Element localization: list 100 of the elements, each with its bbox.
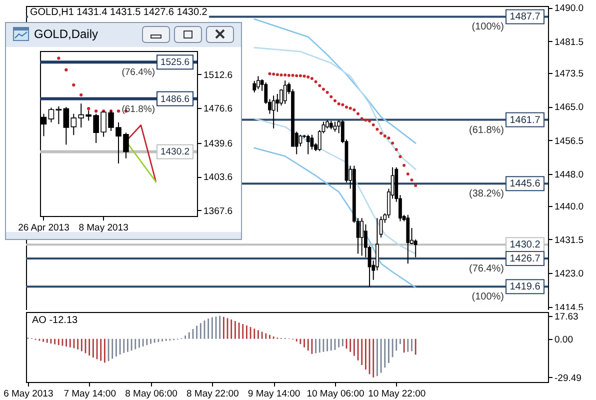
point — [380, 132, 383, 135]
y-tick-label: 1440.0 — [554, 201, 584, 212]
y-tick-label: 1367.6 — [204, 206, 233, 217]
ref-line-label: 1430.2 — [160, 146, 190, 158]
point — [64, 68, 68, 72]
point — [364, 118, 368, 122]
candlestick — [256, 76, 260, 90]
y-tick-label: 1456.5 — [554, 136, 584, 147]
point — [284, 73, 287, 76]
line-series — [254, 46, 416, 170]
point — [80, 93, 83, 97]
ref-line-label: 1461.7 — [510, 114, 541, 126]
x-tick-label: 8 May 22:00 — [186, 388, 239, 400]
x-tick-label: 10 May 22:00 — [368, 388, 426, 400]
y-tick-label: 1465.0 — [554, 102, 584, 114]
point — [314, 80, 318, 84]
point — [72, 83, 76, 87]
point — [280, 73, 283, 76]
y-tick-label: 1439.6 — [204, 138, 233, 150]
candlestick — [272, 95, 276, 129]
point — [291, 74, 294, 77]
annotation: (61.8%) — [122, 104, 155, 115]
point — [376, 128, 379, 131]
point — [57, 56, 60, 60]
point — [276, 73, 279, 76]
annotation: (76.4%) — [122, 67, 155, 78]
point — [287, 74, 290, 77]
candlestick — [48, 107, 54, 123]
point — [268, 72, 272, 76]
x-tick-label: 7 May 14:00 — [64, 388, 116, 400]
point — [337, 102, 340, 106]
point — [310, 77, 314, 80]
point — [402, 164, 406, 167]
point — [272, 72, 276, 76]
x-tick-label: 10 May 06:00 — [306, 388, 364, 400]
point — [318, 84, 322, 88]
point — [326, 90, 329, 94]
y-tick-label: 1403.6 — [204, 172, 233, 184]
y-tick-label: 1473.5 — [554, 68, 584, 80]
y-tick-label: 17.63 — [554, 311, 578, 322]
point — [387, 136, 390, 140]
point — [406, 172, 410, 176]
point — [372, 123, 375, 126]
ref-line-label: 1487.7 — [510, 12, 541, 23]
candlestick — [56, 106, 62, 125]
point — [298, 74, 302, 78]
y-tick-label: 1448.0 — [554, 170, 584, 181]
chart-title: AO -12.13 — [30, 315, 80, 326]
ref-line-label: 1426.7 — [510, 253, 541, 264]
point — [391, 142, 394, 145]
candlestick — [306, 134, 310, 155]
annotation: (61.8%) — [468, 124, 504, 136]
y-tick-label: 0.00 — [554, 334, 573, 346]
point — [306, 75, 310, 78]
y-tick-label: 1476.6 — [204, 104, 233, 115]
candlestick — [252, 80, 256, 93]
ref-line-label: 1430.2 — [510, 240, 541, 251]
point — [356, 112, 360, 116]
point — [333, 99, 336, 102]
x-tick-label: 8 May 06:00 — [125, 388, 178, 400]
y-tick-label: 1512.6 — [204, 70, 233, 81]
annotation: (76.4%) — [468, 263, 504, 274]
point — [302, 74, 306, 78]
annotation: (38.2%) — [468, 188, 504, 200]
line-series — [254, 147, 416, 288]
point — [330, 95, 333, 98]
point — [322, 88, 325, 91]
ref-line-label: 1419.6 — [510, 282, 541, 293]
candlestick — [310, 134, 314, 150]
candlestick — [360, 218, 364, 256]
line-series — [254, 118, 416, 254]
chart-title: GOLD,Daily — [34, 27, 98, 41]
point — [348, 106, 352, 110]
annotation: (100%) — [472, 292, 504, 303]
candlestick — [333, 121, 337, 132]
ref-line-label: 1445.6 — [510, 178, 541, 190]
point — [116, 109, 120, 113]
x-tick-label: 9 May 14:00 — [248, 388, 300, 400]
point — [344, 106, 348, 109]
point — [368, 119, 372, 122]
chart-title: GOLD,H1 1431.4 1431.5 1427.6 1430.2 — [28, 7, 210, 18]
y-tick-label: 1431.5 — [554, 234, 584, 246]
annotation: (100%) — [472, 22, 504, 33]
y-tick-label: 1481.5 — [554, 36, 584, 48]
point — [360, 117, 364, 120]
candlestick — [414, 238, 418, 258]
ref-line-label: 1525.6 — [160, 57, 190, 68]
line-series — [254, 18, 416, 144]
point — [295, 74, 298, 78]
y-tick-label: 1423.0 — [554, 268, 584, 280]
candlestick — [298, 134, 302, 147]
x-tick-label: 6 May 2013 — [4, 388, 54, 400]
point — [394, 148, 398, 151]
point — [94, 109, 98, 113]
point — [352, 108, 356, 112]
y-tick-label: -29.49 — [554, 372, 582, 384]
point — [341, 103, 344, 106]
point — [398, 155, 402, 158]
y-tick-label: 1414.5 — [554, 302, 584, 314]
candlestick — [283, 80, 287, 104]
